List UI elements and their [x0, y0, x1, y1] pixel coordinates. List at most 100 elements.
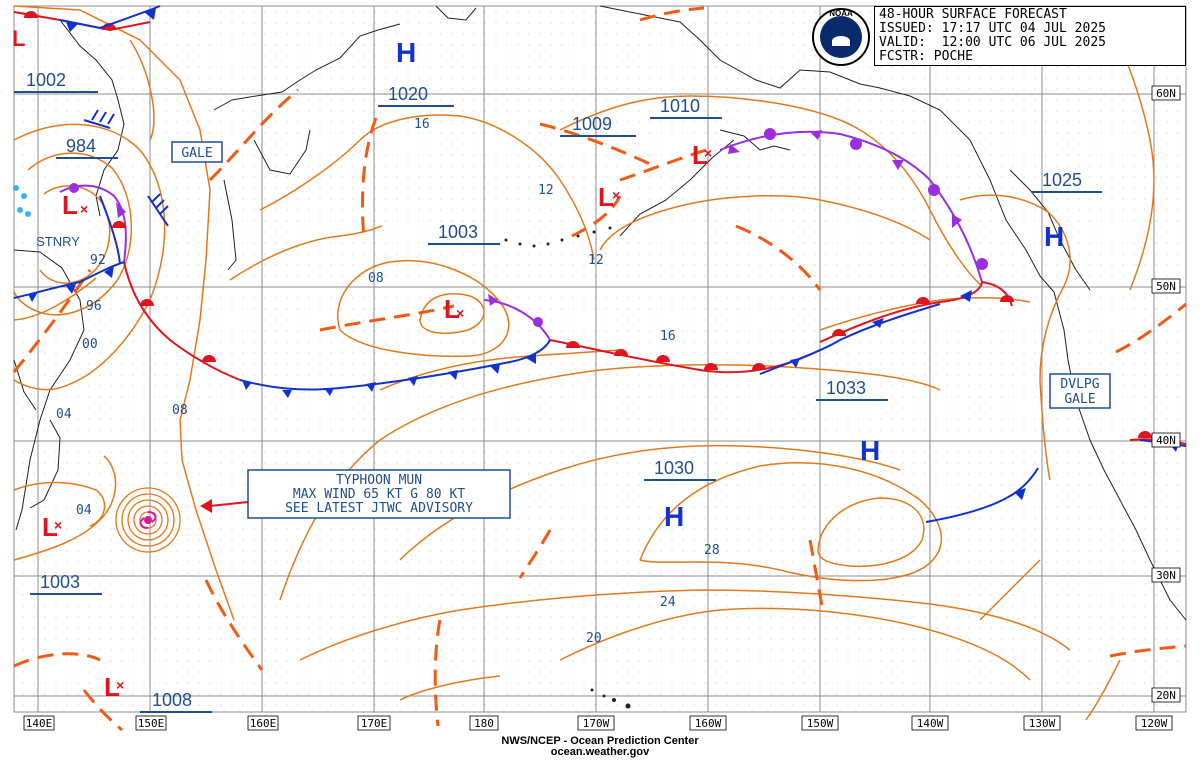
- typhoon-arrow: [200, 499, 249, 513]
- isobar-value: 28: [704, 543, 720, 558]
- typhoon-box: TYPHOON MUN MAX WIND 65 KT G 80 KT SEE L…: [247, 469, 511, 519]
- isobar-value: 08: [172, 403, 188, 418]
- typhoon-advisory: SEE LATEST JTWC ADVISORY: [285, 501, 473, 516]
- low-marker: L: [42, 512, 58, 542]
- isobar-value: 24: [660, 595, 676, 610]
- high-marker: H: [860, 435, 880, 466]
- occluded-front-center: [483, 294, 551, 341]
- pressure-label: 1002: [26, 70, 66, 90]
- aleutian-islands: [504, 226, 612, 248]
- precip-dots: [13, 185, 31, 217]
- isobar-value: 08: [368, 271, 384, 286]
- lon-label: 140E: [26, 717, 53, 730]
- low-marker: L: [12, 26, 25, 51]
- occluded-front-west: [59, 183, 127, 263]
- lon-label: 170W: [583, 717, 610, 730]
- high-marker: H: [396, 37, 416, 68]
- coastlines: [13, 5, 1187, 621]
- latitude-labels: 60N 50N 40N 30N 20N: [1151, 85, 1181, 703]
- low-x-icon: ×: [704, 145, 712, 161]
- high-marker: H: [1044, 221, 1064, 252]
- isobar-value: 16: [660, 329, 676, 344]
- header-valid: VALID: 12:00 UTC 06 JUL 2025: [879, 35, 1106, 50]
- warm-front-east: [819, 280, 1014, 343]
- cold-front-east: [759, 290, 972, 375]
- low-marker: L: [62, 190, 78, 220]
- isobar-value: 12: [588, 253, 604, 268]
- low-x-icon: ×: [612, 187, 620, 203]
- lat-label: 40N: [1156, 434, 1176, 447]
- cold-front-north: [59, 5, 161, 32]
- cold-front-west: [13, 261, 125, 302]
- noaa-logo-text: NOAA: [829, 9, 853, 18]
- isobar-value: 16: [414, 117, 430, 132]
- footer: NWS/NCEP - Ocean Prediction Center ocean…: [0, 736, 1200, 758]
- low-marker: L: [104, 672, 120, 702]
- header-issued: ISSUED: 17:17 UTC 04 JUL 2025: [879, 21, 1106, 36]
- typhoon-wind: MAX WIND 65 KT G 80 KT: [293, 487, 465, 502]
- pressure-label: 1030: [654, 458, 694, 478]
- pressure-label: 1003: [438, 222, 478, 242]
- seagull-icon: [832, 36, 850, 46]
- header-forecaster: FCSTR: POCHE: [879, 49, 973, 64]
- isobar-value: 00: [82, 337, 98, 352]
- pressure-label: 1033: [826, 378, 866, 398]
- stationary-front-west: [99, 195, 126, 265]
- isobar-value-labels: 16 12 12 08 92 96 00 04 08 04 16 28 24 2…: [56, 117, 720, 646]
- cold-front-southeast: [925, 467, 1039, 523]
- lon-label: 140W: [917, 717, 944, 730]
- high-marker: H: [664, 501, 684, 532]
- dvlpg-gale-box: DVLPG GALE: [1049, 373, 1111, 409]
- low-marker: L: [692, 140, 708, 170]
- lon-label: 160E: [250, 717, 277, 730]
- gale-label: GALE: [181, 146, 212, 161]
- wind-barbs: [83, 109, 169, 227]
- noaa-logo: NOAA: [812, 8, 870, 66]
- noaa-logo-disc: [820, 16, 862, 58]
- footer-website: ocean.weather.gov: [550, 746, 650, 758]
- pressure-label: 984: [66, 136, 96, 156]
- low-marker: L: [444, 294, 460, 324]
- lat-label: 20N: [1156, 689, 1176, 702]
- warm-front-west: [123, 261, 241, 381]
- isobar-value: 20: [586, 631, 602, 646]
- isobar-value: 04: [56, 407, 72, 422]
- lat-label: 50N: [1156, 280, 1176, 293]
- lon-label: 120W: [1141, 717, 1168, 730]
- low-x-icon: ×: [116, 677, 124, 693]
- lon-label: 160W: [695, 717, 722, 730]
- pressure-label: 1008: [152, 690, 192, 710]
- occluded-front-gulf: [719, 128, 988, 283]
- dvlpg-label: DVLPG: [1060, 377, 1099, 392]
- lat-label: 60N: [1156, 87, 1176, 100]
- lon-label: 150W: [807, 717, 834, 730]
- lon-label: 150E: [138, 717, 165, 730]
- pressure-label: 1025: [1042, 170, 1082, 190]
- isobar-value: 96: [86, 299, 102, 314]
- stationary-label: STNRY: [36, 234, 80, 249]
- forecast-header: 48-HOUR SURFACE FORECAST ISSUED: 17:17 U…: [874, 6, 1186, 66]
- high-centers: H H H H: [396, 37, 1064, 532]
- lon-label: 180: [474, 717, 494, 730]
- isobar-value: 12: [538, 183, 554, 198]
- pressure-label: 1003: [40, 572, 80, 592]
- low-centers: L × L × L × L × L × L × L: [12, 26, 712, 702]
- low-x-icon: ×: [456, 305, 464, 321]
- pressure-label: 1010: [660, 96, 700, 116]
- dvlpg-gale-label: GALE: [1064, 392, 1095, 407]
- footer-agency: NWS/NCEP - Ocean Prediction Center: [501, 735, 699, 747]
- typhoon-name: TYPHOON MUN: [336, 473, 422, 488]
- low-marker: L: [598, 182, 614, 212]
- isobar-value: 04: [76, 503, 92, 518]
- low-x-icon: ×: [54, 517, 62, 533]
- pressure-labels: 1002 984 1020 1009 1010 1003 1025 1033 1…: [14, 70, 1102, 713]
- typhoon-symbol: [139, 511, 157, 529]
- longitude-labels: 140E 150E 160E 170E 180 170W 160W 150W 1…: [23, 715, 1173, 731]
- cold-front-central: [239, 339, 551, 398]
- lat-label: 30N: [1156, 569, 1176, 582]
- header-title: 48-HOUR SURFACE FORECAST: [879, 7, 1067, 22]
- hawaiian-islands: [590, 688, 631, 709]
- isobar-value: 92: [90, 253, 106, 268]
- pressure-label: 1009: [572, 114, 612, 134]
